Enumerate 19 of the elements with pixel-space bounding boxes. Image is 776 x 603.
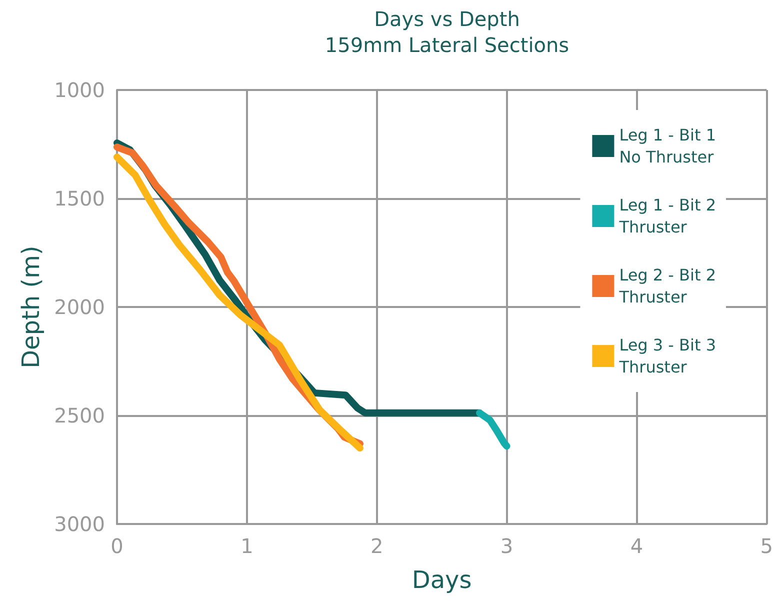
legend-label: Leg 1 - Bit 2 Thruster xyxy=(618,196,716,236)
x-tick-label: 3 xyxy=(500,534,514,558)
x-tick-label: 5 xyxy=(760,534,774,558)
legend-label: Leg 3 - Bit 3 Thruster xyxy=(618,336,716,376)
y-axis-title: Depth (m) xyxy=(17,246,46,368)
y-tick-label: 2000 xyxy=(54,295,105,319)
x-tick-label: 1 xyxy=(240,534,254,558)
x-tick-label: 4 xyxy=(630,534,644,558)
x-tick-label: 2 xyxy=(370,534,384,558)
y-tick-label: 2500 xyxy=(54,404,105,428)
legend-label: Leg 1 - Bit 1 No Thruster xyxy=(619,126,716,166)
y-tick-label: 3000 xyxy=(54,512,105,536)
y-tick-label: 1000 xyxy=(54,78,105,102)
chart-subtitle: 159mm Lateral Sections xyxy=(324,33,570,57)
x-tick-label: 0 xyxy=(110,534,124,558)
x-axis-title: Days xyxy=(412,566,472,594)
legend-label: Leg 2 - Bit 2 Thruster xyxy=(618,266,716,306)
chart-title: Days vs Depth xyxy=(374,7,520,31)
y-tick-label: 1500 xyxy=(54,186,105,210)
